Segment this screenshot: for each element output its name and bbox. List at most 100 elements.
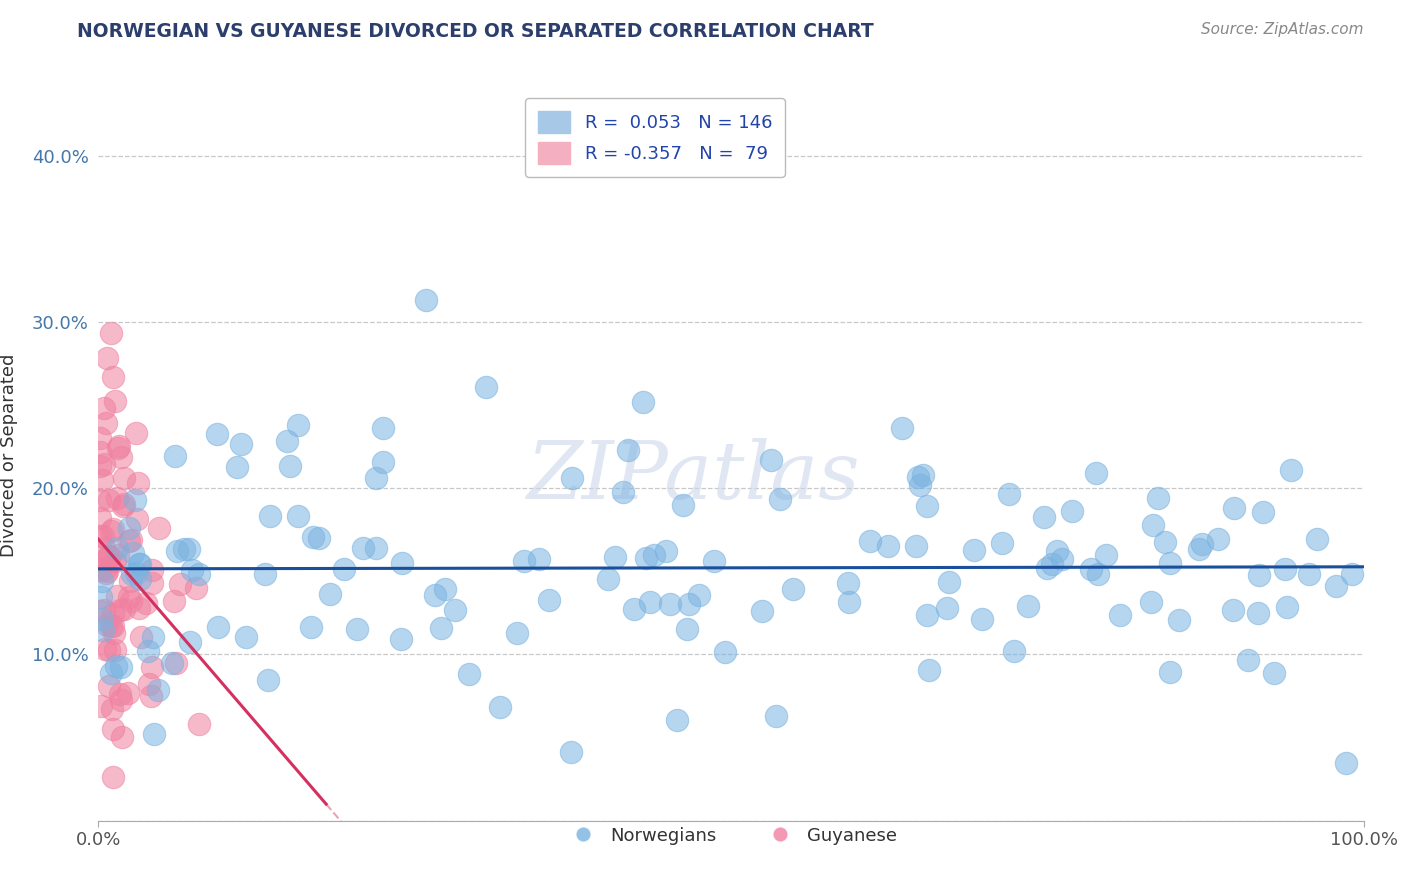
- Point: [97, 492, 120, 507]
- Point: [972, 612, 994, 626]
- Point: [105, 541, 128, 556]
- Point: [346, 622, 368, 636]
- Point: [302, 530, 325, 544]
- Point: [655, 544, 678, 558]
- Point: [105, 659, 128, 673]
- Point: [1042, 557, 1064, 571]
- Point: [91, 612, 114, 626]
- Point: [166, 544, 188, 558]
- Point: [688, 588, 710, 602]
- Point: [90, 590, 112, 604]
- Point: [148, 521, 170, 535]
- Point: [101, 702, 124, 716]
- Point: [371, 455, 394, 469]
- Point: [364, 471, 387, 485]
- Point: [180, 563, 202, 577]
- Point: [91, 623, 114, 637]
- Point: [1275, 599, 1298, 614]
- Point: [561, 471, 583, 485]
- Point: [276, 434, 298, 448]
- Point: [96, 618, 118, 632]
- Point: [96, 351, 118, 365]
- Point: [148, 682, 170, 697]
- Point: [90, 699, 112, 714]
- Point: [112, 601, 135, 615]
- Point: [98, 549, 121, 563]
- Point: [423, 588, 446, 602]
- Y-axis label: Divorced or Separated: Divorced or Separated: [0, 353, 18, 557]
- Point: [1060, 504, 1083, 518]
- Point: [90, 574, 112, 588]
- Point: [105, 589, 128, 603]
- Point: [890, 421, 912, 435]
- Point: [162, 594, 184, 608]
- Point: [110, 450, 132, 464]
- Point: [352, 541, 374, 555]
- Point: [612, 484, 634, 499]
- Point: [225, 459, 247, 474]
- Point: [103, 522, 125, 536]
- Point: [676, 622, 699, 636]
- Point: [94, 566, 117, 580]
- Point: [101, 369, 124, 384]
- Point: [186, 581, 208, 595]
- Point: [636, 551, 658, 566]
- Point: [765, 709, 787, 723]
- Point: [129, 630, 152, 644]
- Point: [112, 471, 135, 485]
- Point: [1222, 501, 1244, 516]
- Point: [136, 643, 159, 657]
- Point: [1139, 595, 1161, 609]
- Point: [782, 582, 804, 597]
- Point: [100, 524, 122, 539]
- Point: [103, 723, 125, 737]
- Point: [1208, 533, 1230, 547]
- Point: [111, 500, 134, 514]
- Point: [391, 556, 413, 570]
- Point: [110, 693, 132, 707]
- Point: [991, 535, 1014, 549]
- Point: [936, 600, 959, 615]
- Point: [120, 594, 142, 608]
- Point: [1236, 653, 1258, 667]
- Point: [1306, 532, 1329, 546]
- Point: [287, 508, 309, 523]
- Point: [658, 598, 681, 612]
- Point: [299, 620, 322, 634]
- Point: [963, 542, 986, 557]
- Point: [444, 603, 467, 617]
- Point: [89, 604, 111, 618]
- Point: [623, 602, 645, 616]
- Point: [111, 730, 134, 744]
- Point: [915, 499, 938, 513]
- Point: [254, 567, 277, 582]
- Point: [103, 626, 125, 640]
- Point: [1263, 665, 1285, 680]
- Point: [1017, 599, 1039, 613]
- Point: [877, 539, 900, 553]
- Point: [138, 677, 160, 691]
- Point: [188, 566, 211, 581]
- Point: [110, 603, 132, 617]
- Point: [458, 667, 481, 681]
- Point: [308, 531, 330, 545]
- Point: [918, 663, 941, 677]
- Point: [506, 626, 529, 640]
- Point: [110, 660, 132, 674]
- Point: [117, 686, 139, 700]
- Point: [907, 470, 929, 484]
- Point: [112, 497, 135, 511]
- Point: [235, 631, 257, 645]
- Point: [1159, 556, 1181, 570]
- Point: [938, 574, 960, 589]
- Point: [1046, 544, 1069, 558]
- Point: [121, 567, 143, 582]
- Point: [128, 557, 150, 571]
- Point: [1159, 665, 1181, 680]
- Point: [118, 533, 141, 548]
- Point: [1222, 603, 1244, 617]
- Point: [474, 380, 496, 394]
- Point: [142, 631, 165, 645]
- Point: [859, 534, 882, 549]
- Point: [89, 511, 111, 525]
